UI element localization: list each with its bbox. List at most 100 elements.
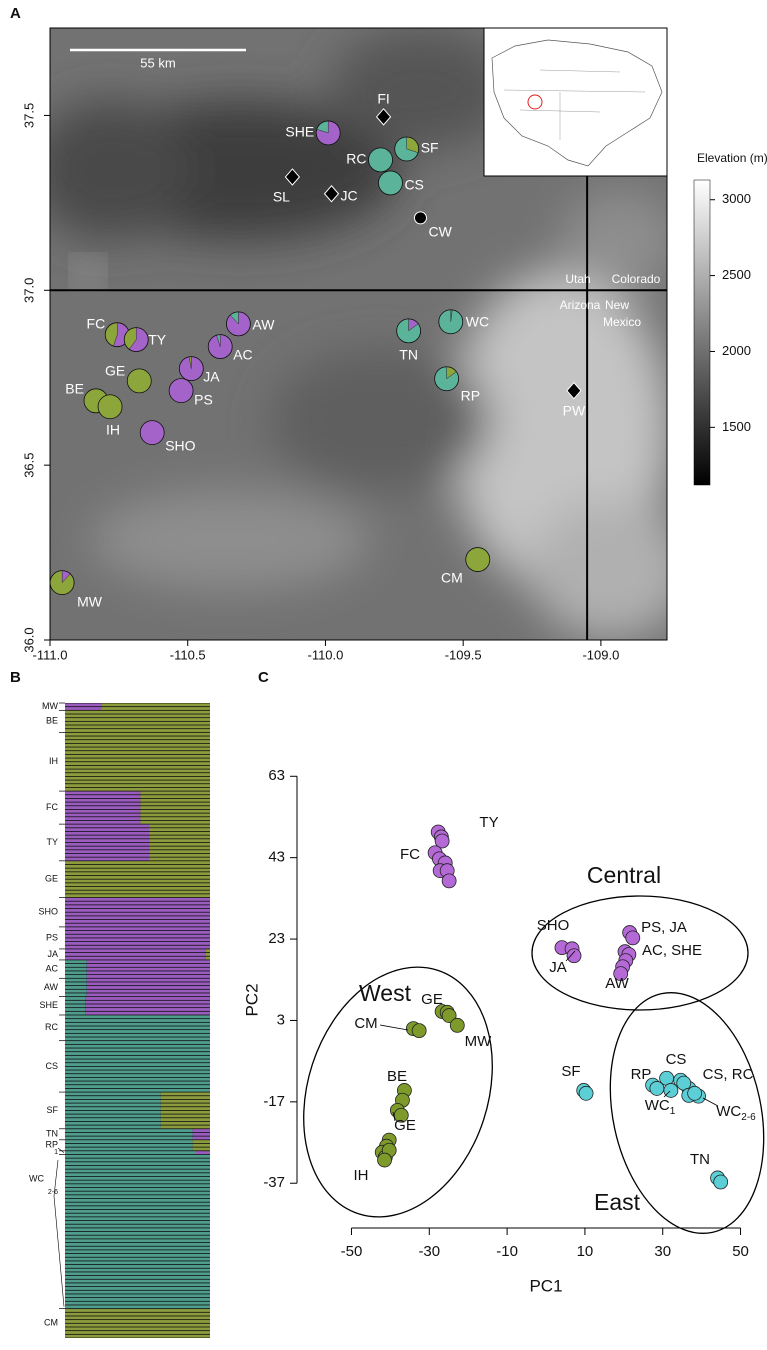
ancestry-segment	[65, 1177, 210, 1180]
cluster-label: Central	[587, 862, 661, 888]
ancestry-segment	[161, 1103, 210, 1106]
ancestry-segment	[149, 836, 210, 839]
ancestry-segment	[65, 1052, 210, 1055]
ancestry-segment	[65, 993, 87, 996]
ancestry-segment	[65, 869, 210, 872]
ancestry-segment	[65, 1140, 193, 1143]
ancestry-segment	[65, 1001, 85, 1004]
ancestry-segment	[65, 1166, 210, 1169]
ancestry-segment	[65, 1247, 210, 1250]
annotation-text: MW	[465, 1033, 492, 1050]
annotation-text: RP	[631, 1066, 652, 1083]
ancestry-segment	[65, 747, 210, 750]
population-label: BE	[46, 716, 58, 726]
ancestry-segment	[65, 1004, 85, 1007]
y-tick-label: -37	[263, 1174, 285, 1191]
scale-bar-label: 55 km	[140, 55, 175, 70]
ancestry-segment	[65, 758, 210, 761]
ancestry-segment	[65, 905, 210, 908]
marker-label: CW	[428, 224, 452, 240]
ancestry-segment	[65, 979, 87, 982]
ancestry-segment	[161, 1114, 210, 1117]
ancestry-segment	[65, 1258, 210, 1261]
ancestry-segment	[161, 1100, 210, 1103]
ancestry-segment	[65, 736, 210, 739]
ancestry-segment	[65, 858, 149, 861]
ancestry-segment	[65, 777, 210, 780]
ancestry-segment	[140, 806, 210, 809]
site-label: AC	[233, 346, 252, 362]
ancestry-segment	[65, 1019, 210, 1022]
ancestry-segment	[65, 1085, 210, 1088]
annotation-text: GE	[394, 1117, 416, 1134]
ancestry-segment	[65, 1081, 210, 1084]
ancestry-segment	[65, 1302, 210, 1305]
ancestry-segment	[65, 729, 210, 732]
ancestry-segment	[140, 810, 210, 813]
ancestry-segment	[65, 1107, 161, 1110]
ancestry-segment	[65, 880, 210, 883]
ancestry-segment	[65, 1048, 210, 1051]
y-tick-label: 37.0	[21, 278, 36, 303]
x-tick-label: 50	[732, 1243, 749, 1260]
ancestry-segment	[65, 916, 210, 919]
ancestry-segment	[149, 847, 210, 850]
point	[378, 1153, 392, 1167]
ancestry-segment	[65, 913, 210, 916]
ancestry-segment	[65, 1148, 193, 1151]
ancestry-segment	[65, 817, 140, 820]
annotation-text: IH	[354, 1167, 369, 1184]
population-label: 2-6	[48, 1189, 58, 1196]
x-tick-label: -30	[418, 1243, 440, 1260]
y-tick-label: 36.0	[21, 627, 36, 652]
ancestry-segment	[65, 902, 210, 905]
x-tick-label: -10	[496, 1243, 518, 1260]
ancestry-segment	[161, 1122, 210, 1125]
ancestry-segment	[87, 964, 210, 967]
ancestry-segment	[65, 1041, 210, 1044]
ancestry-segment	[65, 1023, 210, 1026]
ancestry-segment	[65, 957, 206, 960]
population-label: SHO	[38, 907, 58, 917]
y-tick-label: 36.5	[21, 452, 36, 477]
ancestry-segment	[65, 1181, 210, 1184]
x-tick-label: -109.0	[582, 647, 619, 662]
point	[688, 1086, 702, 1100]
ancestry-segment	[149, 858, 210, 861]
ancestry-segment	[65, 1155, 210, 1158]
x-tick-label: -50	[341, 1243, 363, 1260]
marker-label: FI	[377, 91, 389, 107]
panel-label: A	[10, 5, 21, 22]
annotation: BE	[387, 1068, 407, 1085]
ancestry-segment	[65, 964, 87, 967]
ancestry-segment	[65, 949, 206, 952]
ancestry-segment	[193, 1133, 210, 1136]
ancestry-segment	[65, 1126, 161, 1129]
ancestry-segment	[65, 1221, 210, 1224]
ancestry-segment	[65, 990, 87, 993]
y-tick-label: 3	[277, 1011, 285, 1028]
ancestry-segment	[65, 1280, 210, 1283]
ancestry-segment	[161, 1107, 210, 1110]
ancestry-segment	[65, 773, 210, 776]
ancestry-segment	[206, 953, 210, 956]
ancestry-segment	[65, 843, 149, 846]
annotation-text: FC	[400, 846, 420, 863]
ancestry-segment	[65, 938, 210, 941]
ancestry-segment	[65, 1111, 161, 1114]
x-tick-label: -111.0	[33, 647, 68, 662]
ancestry-segment	[65, 1045, 210, 1048]
ancestry-segment	[65, 1199, 210, 1202]
ancestry-segment	[87, 986, 210, 989]
ancestry-segment	[65, 814, 140, 817]
ancestry-segment	[193, 1129, 210, 1132]
ancestry-segment	[65, 1151, 196, 1154]
annotation-text: TN	[690, 1151, 710, 1168]
ancestry-segment	[65, 1298, 210, 1301]
ancestry-segment	[101, 707, 210, 710]
ancestry-segment	[161, 1118, 210, 1121]
ancestry-segment	[65, 1100, 161, 1103]
ancestry-segment	[65, 769, 210, 772]
ancestry-segment	[206, 949, 210, 952]
population-label: JA	[47, 949, 58, 959]
